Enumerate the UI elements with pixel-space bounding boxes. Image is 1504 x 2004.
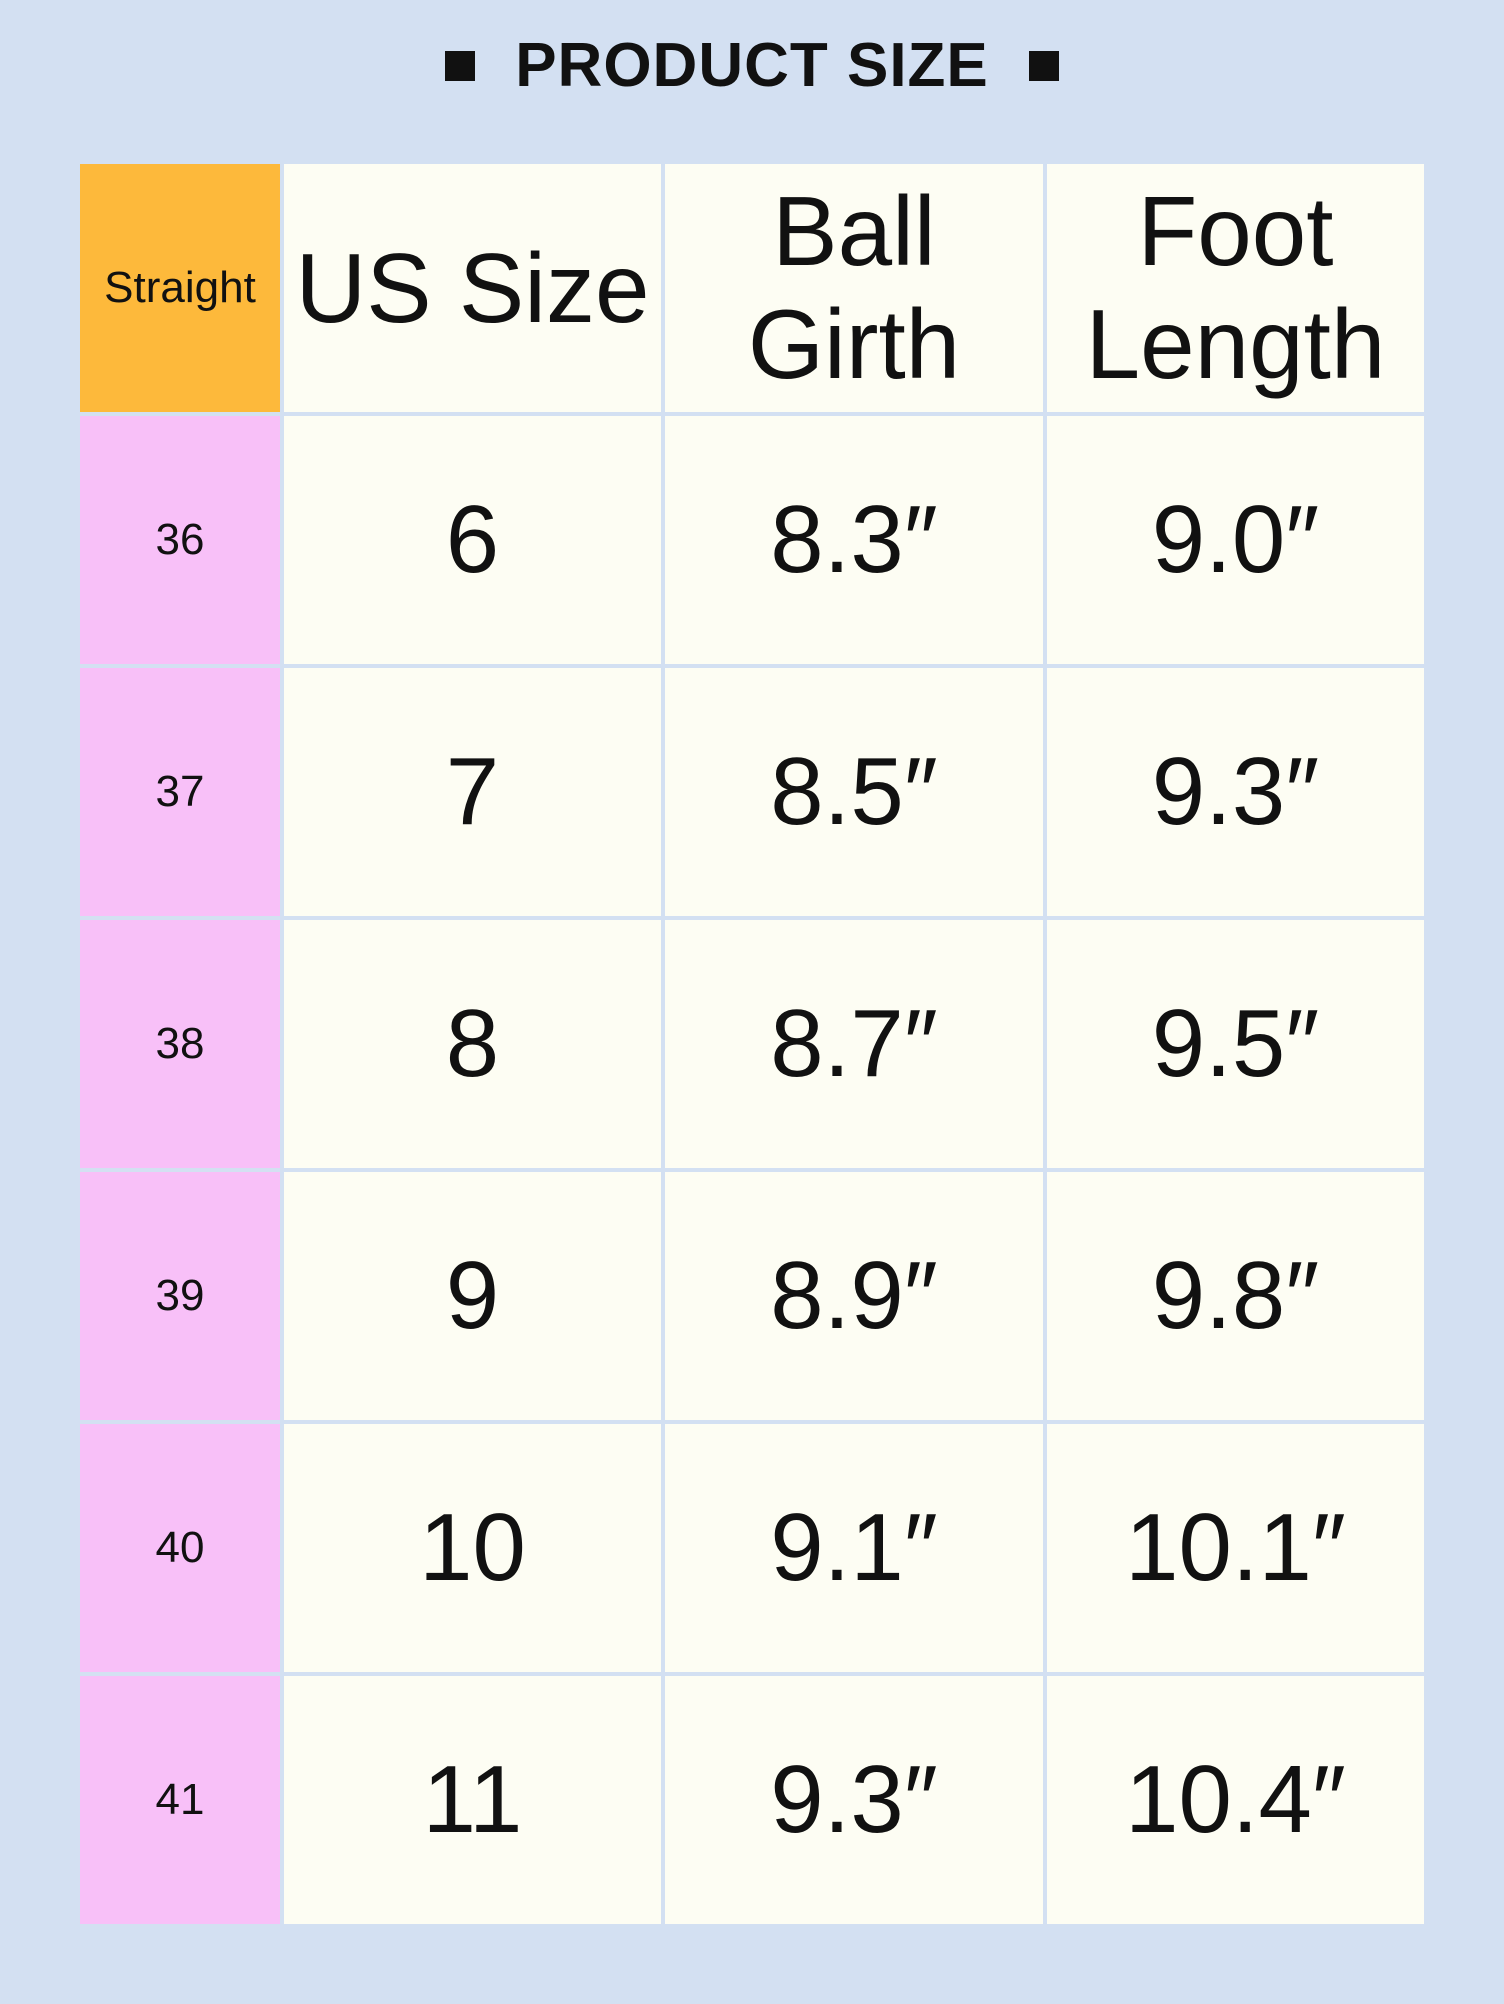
header-us-size: US Size (284, 164, 661, 412)
us-size-cell: 6 (284, 416, 661, 664)
row-label: 38 (80, 920, 280, 1168)
ball-girth-cell: 8.3″ (665, 416, 1043, 664)
us-size-cell: 10 (284, 1424, 661, 1672)
us-size-cell: 8 (284, 920, 661, 1168)
ball-girth-cell: 9.1″ (665, 1424, 1043, 1672)
us-size-cell: 9 (284, 1172, 661, 1420)
square-bullet-icon (1028, 50, 1059, 81)
header-text: Length (1085, 289, 1386, 399)
row-label: 37 (80, 668, 280, 916)
us-size-cell: 11 (284, 1676, 661, 1924)
ball-girth-cell: 8.7″ (665, 920, 1043, 1168)
us-size-cell: 7 (284, 668, 661, 916)
header-foot-length: Foot Length (1047, 164, 1424, 412)
foot-length-cell: 9.0″ (1047, 416, 1424, 664)
foot-length-cell: 10.4″ (1047, 1676, 1424, 1924)
row-label: 39 (80, 1172, 280, 1420)
header-text: Ball (772, 176, 936, 287)
size-table: Straight US Size Ball Girth Foot Length 36… (80, 164, 1424, 1924)
title-text: PRODUCT SIZE (515, 31, 989, 100)
ball-girth-cell: 8.5″ (665, 668, 1043, 916)
header-ball-girth: Ball Girth (665, 164, 1043, 412)
header-text: Girth (747, 289, 961, 399)
header-text: Foot (1137, 176, 1334, 287)
row-label: 41 (80, 1676, 280, 1924)
header-text: US Size (295, 232, 650, 343)
ball-girth-cell: 9.3″ (665, 1676, 1043, 1924)
corner-header: Straight (80, 164, 280, 412)
row-label: 36 (80, 416, 280, 664)
foot-length-cell: 9.3″ (1047, 668, 1424, 916)
square-bullet-icon (445, 50, 476, 81)
page-title: PRODUCT SIZE (0, 30, 1504, 101)
row-label: 40 (80, 1424, 280, 1672)
foot-length-cell: 9.5″ (1047, 920, 1424, 1168)
foot-length-cell: 10.1″ (1047, 1424, 1424, 1672)
foot-length-cell: 9.8″ (1047, 1172, 1424, 1420)
ball-girth-cell: 8.9″ (665, 1172, 1043, 1420)
